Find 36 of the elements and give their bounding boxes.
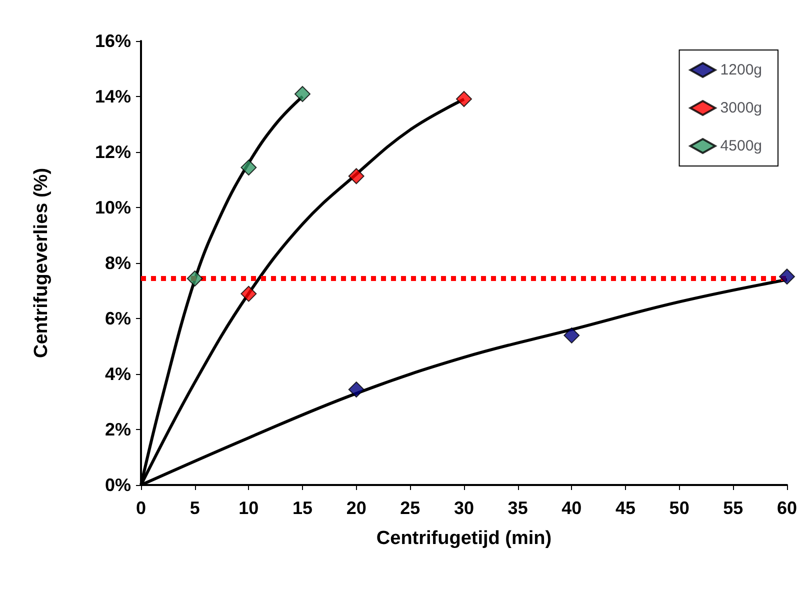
y-tick-label: 10% xyxy=(94,198,131,218)
x-tick-label: 30 xyxy=(454,498,474,518)
point xyxy=(240,160,257,176)
y-tick-label: 0% xyxy=(104,475,131,495)
y-tick-label: 16% xyxy=(94,31,131,51)
x-tick-label: 60 xyxy=(776,498,798,518)
x-tick-label: 45 xyxy=(615,498,636,518)
x-tick-label: 10 xyxy=(238,498,259,518)
x-tick-label: 40 xyxy=(562,498,582,518)
legend-label: 4500g xyxy=(720,138,762,154)
x-tick-label: 25 xyxy=(400,498,420,518)
legend-label: 1200g xyxy=(720,62,762,78)
y-tick-label: 2% xyxy=(104,420,131,440)
point xyxy=(240,286,257,302)
y-tick-label: 4% xyxy=(104,364,131,384)
y-tick-label: 12% xyxy=(94,142,131,162)
x-tick-label: 35 xyxy=(508,498,528,518)
y-tick-label: 6% xyxy=(104,308,131,328)
legend-label: 3000g xyxy=(720,100,762,116)
x-tick-label: 50 xyxy=(669,498,690,518)
x-axis-title: Centrifugetijd (min) xyxy=(376,528,552,549)
x-tick-label: 5 xyxy=(190,498,200,518)
point xyxy=(348,168,364,184)
point xyxy=(456,90,472,107)
point xyxy=(348,382,364,398)
x-tick-label: 15 xyxy=(292,498,313,518)
y-tick-label: 8% xyxy=(104,253,131,273)
x-tick-label: 55 xyxy=(723,498,744,518)
x-tick-label: 0 xyxy=(136,498,146,518)
y-axis-title: Centrifugeverlies (%) xyxy=(31,168,52,358)
point xyxy=(294,86,310,102)
y-tick-label: 14% xyxy=(94,86,131,106)
point xyxy=(778,268,795,285)
point xyxy=(564,327,580,344)
x-tick-label: 20 xyxy=(346,498,366,518)
point xyxy=(186,270,203,287)
